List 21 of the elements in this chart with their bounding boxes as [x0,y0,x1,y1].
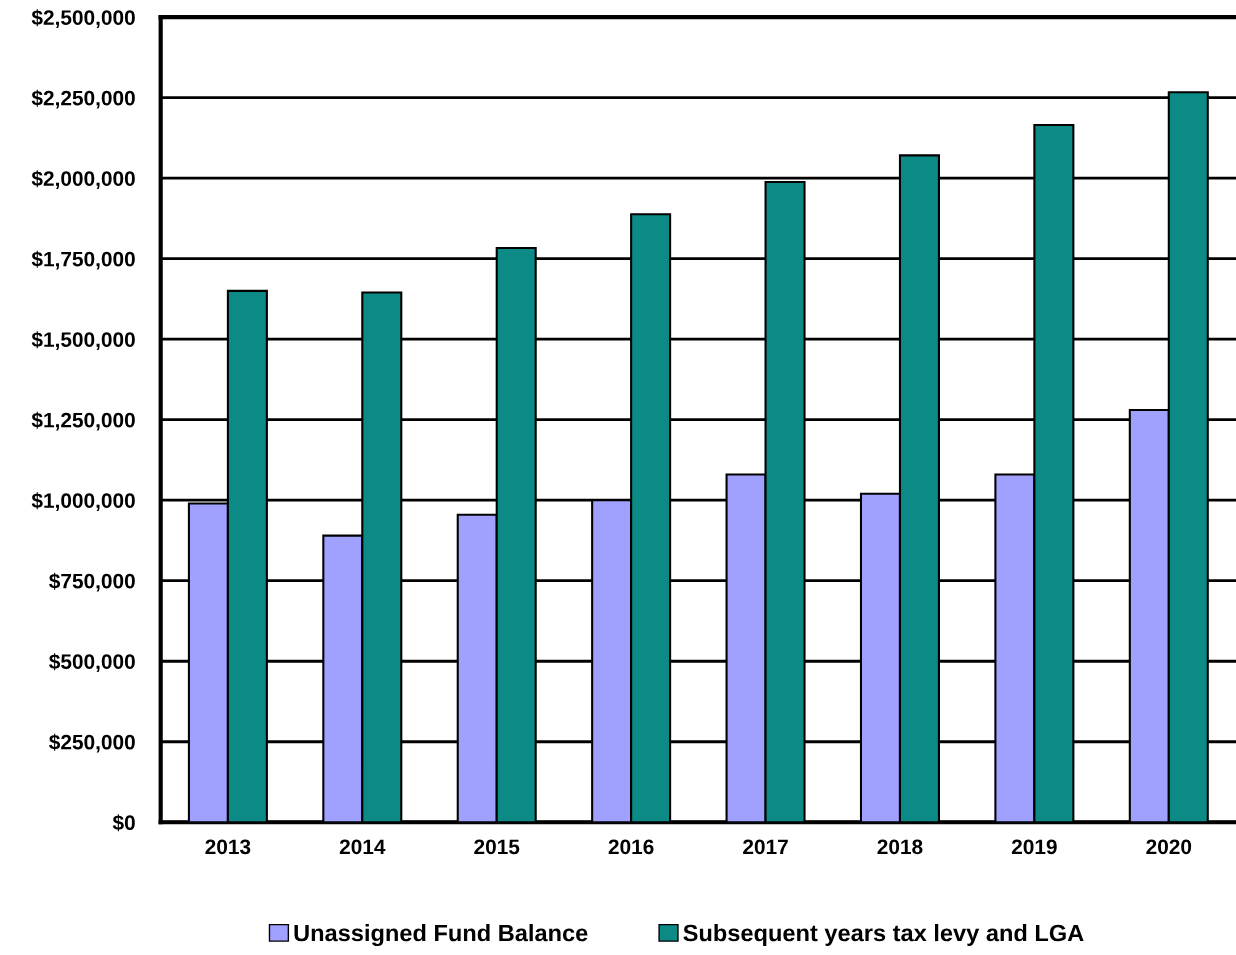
y-tick-label: $1,500,000 [31,331,135,350]
y-tick-label: $1,250,000 [31,411,135,431]
y-tick-label: $2,250,000 [31,89,135,109]
x-tick-label: 2020 [1146,839,1192,855]
y-tick-label: $1,750,000 [31,250,135,270]
y-tick-label: $750,000 [49,572,135,592]
y-tick-label: $2,500,000 [31,9,135,28]
legend-label: Unassigned Fund Balance [294,924,588,947]
x-tick-label: 2016 [608,839,654,855]
y-tick-label: $1,000,000 [31,492,135,511]
y-tick-label: $250,000 [49,733,135,753]
y-tick-label: $500,000 [49,653,135,673]
x-tick-label: 2013 [205,839,251,855]
legend-label: Subsequent years tax levy and LGA [683,924,1084,947]
x-tick-label: 2018 [877,839,923,855]
x-tick-label: 2019 [1011,839,1057,855]
y-tick-label: $0 [112,814,135,832]
y-tick-label: $2,000,000 [31,170,135,189]
x-tick-label: 2017 [743,839,788,855]
x-tick-label: 2014 [339,839,386,855]
x-tick-label: 2015 [474,839,520,855]
